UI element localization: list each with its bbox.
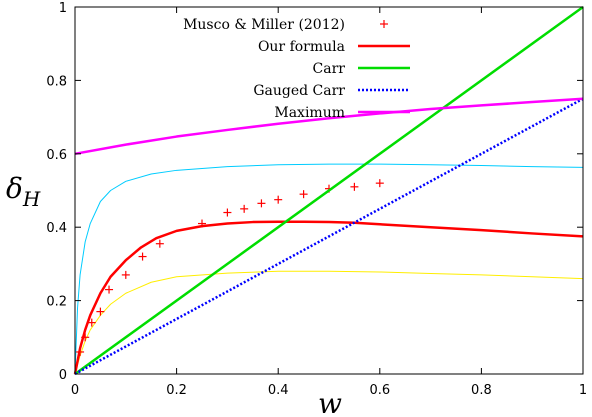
- y-tick-label: 1: [59, 1, 67, 16]
- legend-marker: [380, 20, 388, 28]
- series-line-maximum: [74, 97, 584, 156]
- point-musco-miller-2012: [350, 182, 359, 191]
- point-musco-miller-2012: [121, 270, 130, 279]
- y-tick-label: 0: [59, 368, 67, 383]
- legend-entry-maximum: Maximum: [274, 105, 410, 121]
- point-musco-miller-2012: [87, 318, 96, 327]
- plot-frame: [74, 6, 584, 375]
- point-musco-miller-2012: [240, 204, 249, 213]
- y-tick-label: 0.4: [46, 221, 67, 236]
- series-layer: [73, 5, 584, 376]
- y-axis-title-subscript: H: [22, 187, 41, 211]
- y-axis-title: δH: [6, 172, 41, 211]
- x-tick-label: 0: [71, 383, 79, 398]
- series-line-carr: [74, 5, 584, 376]
- point-musco-miller-2012: [138, 252, 147, 261]
- x-tick-label: 0.4: [268, 383, 289, 398]
- legend-entry-our-formula: Our formula: [258, 39, 410, 55]
- x-axis-title: w: [318, 387, 342, 417]
- legend-entry-carr: Carr: [313, 61, 410, 77]
- point-musco-miller-2012: [375, 179, 384, 188]
- x-tick-label: 0.8: [471, 383, 492, 398]
- series-line-our-formula: [73, 220, 584, 375]
- point-musco-miller-2012: [299, 190, 308, 199]
- x-tick-label: 1: [579, 383, 587, 398]
- point-musco-miller-2012: [257, 199, 266, 208]
- legend-entry-gauged-carr: Gauged Carr: [253, 83, 410, 99]
- x-tick-label: 0.2: [166, 383, 187, 398]
- legend: Musco & Miller (2012) Our formula Carr Gaug…: [183, 17, 410, 121]
- y-axis-title-main: δ: [6, 172, 23, 205]
- legend-label: Our formula: [258, 39, 345, 55]
- x-tick-label: 0.6: [369, 383, 390, 398]
- series-line-curve-5: [74, 163, 584, 375]
- series-line-curve-6: [74, 270, 584, 375]
- point-musco-miller-2012: [274, 195, 283, 204]
- legend-label: Musco & Miller (2012): [183, 17, 345, 33]
- point-musco-miller-2012: [105, 285, 114, 294]
- point-musco-miller-2012: [96, 307, 105, 316]
- point-musco-miller-2012: [155, 239, 164, 248]
- legend-entry-musco-miller-2012: Musco & Miller (2012): [183, 17, 388, 33]
- point-musco-miller-2012: [223, 208, 232, 217]
- legend-label: Maximum: [274, 105, 345, 121]
- legend-label: Carr: [313, 61, 346, 77]
- y-tick-label: 0.8: [46, 74, 67, 89]
- ticks-layer: 0 0.2 0.4 0.6 0.8 1 0 0.2 0.4 0.6 0.8 1: [46, 1, 587, 398]
- y-tick-label: 0.6: [46, 148, 67, 163]
- series-line-gauged-carr: [74, 97, 584, 376]
- legend-label: Gauged Carr: [253, 83, 345, 99]
- y-tick-label: 0.2: [46, 295, 67, 310]
